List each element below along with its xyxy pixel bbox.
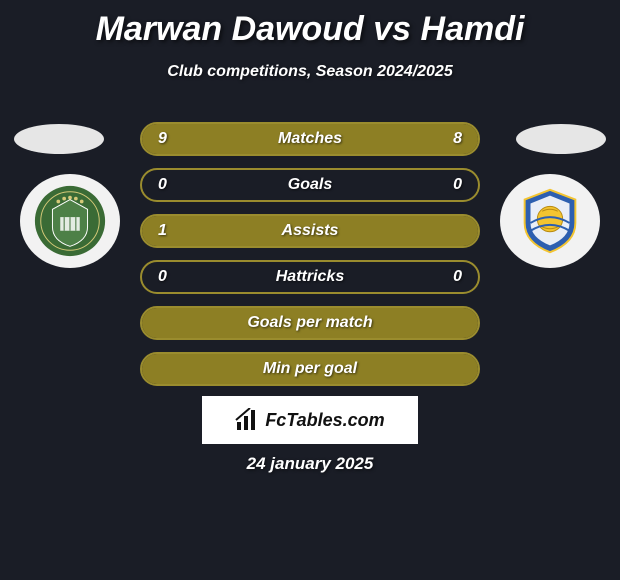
shield-icon — [31, 182, 109, 260]
stat-label: Goals — [142, 176, 478, 194]
stat-bars: Matches98Goals00Assists1Hattricks00Goals… — [140, 122, 480, 386]
snapshot-date: 24 january 2025 — [0, 454, 620, 474]
club-badge-right — [500, 174, 600, 268]
stat-value-left: 1 — [158, 222, 167, 240]
stat-bar: Hattricks0 0 — [140, 260, 480, 294]
player-photo-left — [14, 124, 104, 154]
brand-text: FcTables.com — [265, 410, 384, 431]
stat-value-right: 0 — [453, 268, 462, 286]
stat-value-left: 0 — [158, 268, 167, 286]
comparison-title: Marwan Dawoud vs Hamdi — [0, 0, 620, 49]
brand-box: FcTables.com — [202, 396, 418, 444]
stat-bar: Assists1 — [140, 214, 480, 248]
stat-value-left: 0 — [158, 176, 167, 194]
stat-bar: Goals per match — [140, 306, 480, 340]
stat-value-right: 8 — [453, 130, 462, 148]
stat-bar: Min per goal — [140, 352, 480, 386]
player-photo-right — [516, 124, 606, 154]
stat-label: Hattricks — [142, 268, 478, 286]
stat-bar: Goals0 0 — [140, 168, 480, 202]
stat-label: Assists — [142, 222, 478, 240]
stat-label: Matches — [142, 130, 478, 148]
stat-label: Goals per match — [142, 314, 478, 332]
club-badge-left — [20, 174, 120, 268]
shield-icon — [511, 182, 589, 260]
stat-value-left: 9 — [158, 130, 167, 148]
stat-label: Min per goal — [142, 360, 478, 378]
stat-bar: Matches9 8 — [140, 122, 480, 156]
comparison-subtitle: Club competitions, Season 2024/2025 — [0, 63, 620, 81]
stat-value-right: 0 — [453, 176, 462, 194]
bars-chart-icon — [235, 408, 259, 432]
